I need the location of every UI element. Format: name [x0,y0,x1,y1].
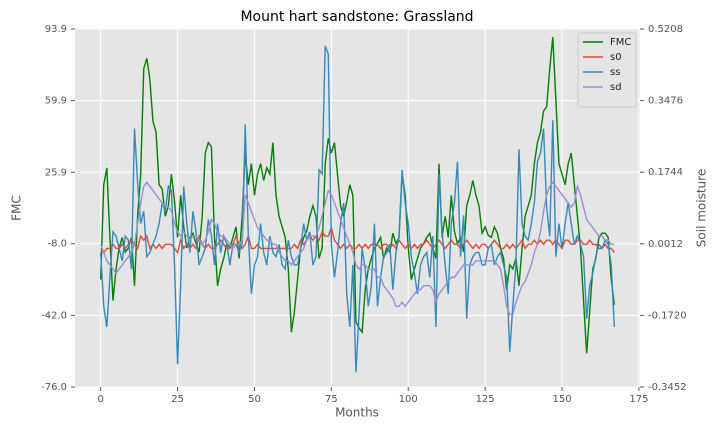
x-tick-label: 75 [325,394,338,405]
y-tick-label: -76.0 [41,382,67,393]
y-tick-label: 93.9 [45,24,67,35]
legend-label: sd [610,82,622,93]
y-tick-label: 25.9 [45,167,67,178]
x-axis-label: Months [335,406,379,420]
x-tick-label: 0 [97,394,103,405]
y-tick-label: 59.9 [45,96,67,107]
y2-tick-label: 0.3476 [648,96,683,107]
x-tick-label: 175 [629,394,648,405]
x-tick-label: 100 [399,394,418,405]
y2-tick-label: -0.3452 [648,382,687,393]
series-line [99,45,616,373]
grid [75,28,640,388]
chart-title: Mount hart sandstone: Grassland [240,9,473,25]
x-tick-label: 125 [476,394,495,405]
y2-axis-label: Soil moisture [695,169,709,247]
y2-tick-label: 0.1744 [648,167,683,178]
legend-box [577,32,637,108]
series-line [100,225,615,255]
y-axis-label: FMC [10,195,24,221]
legend-label: s0 [610,52,622,63]
y2-tick-label: -0.1720 [648,310,687,321]
x-tick-label: 50 [248,394,261,405]
legend: FMC s0 ss sd [577,32,637,108]
y-tick-label: -8.0 [47,239,67,250]
legend-label: FMC [610,37,631,48]
x-tick-label: 150 [552,394,571,405]
y2-tick-label: 0.5208 [648,24,683,35]
legend-label: ss [610,67,620,78]
x-tick-label: 25 [171,394,184,405]
y2-tick-label: 0.0012 [648,239,683,250]
lines [99,37,616,373]
y-tick-label: -42.0 [41,310,67,321]
series-line [100,181,615,316]
